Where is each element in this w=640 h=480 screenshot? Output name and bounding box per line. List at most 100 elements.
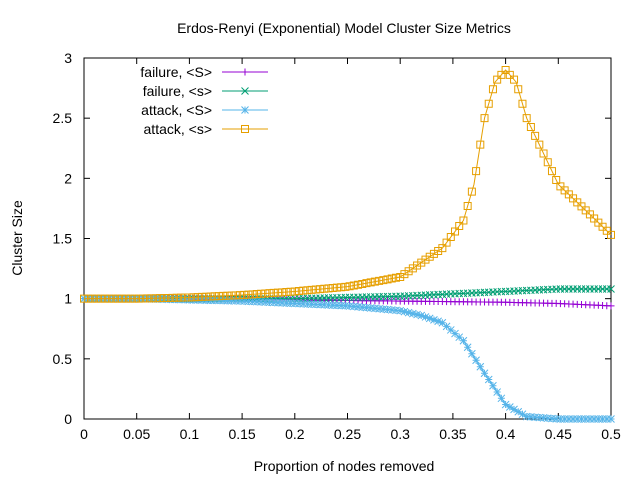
y-tick-label: 1 [64, 291, 72, 307]
data-point [371, 304, 379, 313]
data-point [573, 415, 582, 423]
data-point [354, 302, 362, 311]
data-point [459, 336, 468, 345]
series-3 [80, 294, 615, 423]
x-axis: 0 0.05 0.1 0.15 0.2 0.25 0.3 0.35 0.4 0.45 0.5 [80, 58, 621, 442]
data-point [341, 301, 350, 310]
data-point [505, 403, 514, 411]
data-point [156, 295, 164, 304]
data-point [248, 297, 257, 306]
data-point [451, 329, 459, 338]
data-point [531, 413, 539, 422]
x-axis-title: Proportion of nodes removed [254, 458, 435, 474]
y-tick-label: 3 [64, 50, 72, 66]
data-point [168, 295, 177, 304]
data-point [598, 222, 607, 231]
data-point [366, 304, 375, 312]
data-point [602, 226, 611, 235]
legend-marker [241, 125, 249, 133]
data-point [560, 186, 569, 195]
data-point [253, 297, 261, 306]
data-point [446, 326, 455, 334]
data-point [236, 297, 244, 305]
data-point [468, 349, 476, 358]
data-point [556, 182, 565, 191]
x-tick-label: 0.15 [228, 426, 255, 442]
data-point [476, 140, 485, 149]
data-point [594, 415, 603, 423]
data-point [539, 414, 548, 422]
legend-label: attack, <S> [141, 102, 212, 118]
data-point [290, 299, 299, 308]
data-point [518, 410, 527, 419]
data-point [598, 415, 607, 423]
series-line [84, 298, 611, 420]
data-point [219, 296, 227, 305]
data-point [564, 190, 573, 199]
data-point [586, 415, 594, 423]
data-point [535, 140, 544, 149]
data-point [493, 388, 502, 396]
data-point [408, 309, 417, 318]
data-point [505, 70, 514, 79]
data-point [472, 167, 481, 176]
x-tick-label: 0.45 [545, 426, 572, 442]
data-point [147, 295, 156, 303]
data-point [379, 305, 388, 314]
data-point [510, 405, 518, 414]
data-point [312, 300, 320, 309]
data-point [362, 303, 371, 312]
series-layer [80, 66, 615, 423]
legend-label: failure, <s> [143, 83, 212, 99]
data-point [392, 306, 400, 315]
data-point [181, 295, 190, 304]
data-point [274, 298, 282, 307]
data-point [459, 216, 468, 225]
data-point [522, 412, 531, 421]
x-tick-label: 0.3 [390, 426, 410, 442]
data-point [581, 206, 590, 215]
data-point [539, 149, 548, 158]
x-tick-label: 0.1 [180, 426, 200, 442]
data-point [552, 414, 561, 423]
data-point [151, 295, 160, 303]
x-tick-label: 0.05 [123, 426, 150, 442]
data-point [324, 301, 333, 309]
data-point [413, 310, 421, 319]
x-tick-label: 0.2 [285, 426, 305, 442]
data-point [299, 300, 308, 308]
data-point [514, 85, 523, 94]
data-point [543, 414, 552, 423]
y-tick-label: 1.5 [53, 231, 73, 247]
legend-marker [241, 106, 249, 114]
data-point [467, 187, 476, 196]
series-4 [80, 66, 615, 303]
y-tick-label: 2.5 [53, 110, 73, 126]
data-point [215, 296, 223, 305]
data-point [442, 322, 451, 331]
data-point [552, 175, 561, 184]
data-point [282, 299, 291, 307]
data-point [594, 218, 603, 227]
data-point [510, 75, 519, 84]
data-point [349, 302, 358, 311]
data-point [396, 306, 405, 315]
data-point [177, 295, 185, 304]
data-point [303, 300, 312, 308]
data-point [590, 214, 599, 223]
data-point [295, 299, 303, 308]
data-point [269, 298, 278, 307]
data-point [463, 343, 472, 352]
data-point [531, 131, 540, 140]
data-point [535, 413, 544, 422]
y-axis-title: Cluster Size [9, 200, 25, 276]
data-point [189, 296, 198, 304]
data-point [383, 305, 392, 314]
data-point [375, 304, 383, 313]
data-point [480, 114, 489, 123]
data-point [488, 85, 497, 94]
data-point [590, 415, 598, 423]
data-point [484, 375, 493, 384]
data-point [472, 356, 480, 365]
data-point [261, 298, 270, 306]
